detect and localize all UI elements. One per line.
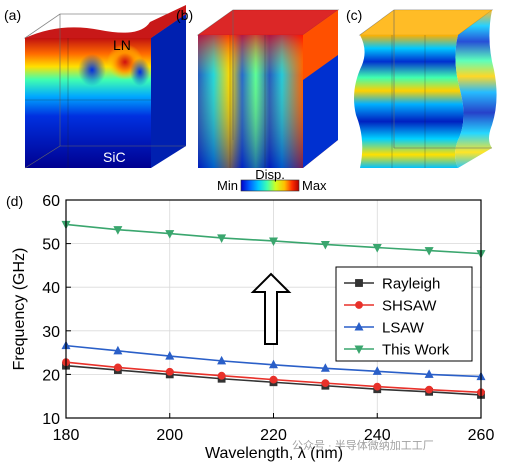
- colorbar: Disp. Min Max: [217, 167, 327, 193]
- panel-c-front-face: [354, 35, 464, 168]
- data-point-lsaw: [424, 369, 434, 378]
- legend-marker-rayleigh: [355, 279, 363, 287]
- watermark-text: 公众号 · 半导体微纳加工工厂: [292, 438, 434, 452]
- data-point-shsaw: [321, 379, 330, 388]
- data-point-shsaw: [269, 375, 278, 384]
- y-tick-label: 60: [42, 193, 60, 210]
- data-point-this-work: [113, 226, 123, 235]
- legend-label-lsaw: LSAW: [382, 320, 425, 337]
- x-tick-label: 220: [260, 427, 287, 444]
- panel-c: (c): [346, 7, 497, 168]
- data-point-lsaw: [269, 359, 278, 369]
- panel-a-ln-label: LN: [113, 37, 131, 53]
- y-tick-label: 30: [42, 324, 60, 341]
- legend-label-this-work: This Work: [382, 342, 450, 359]
- y-axis-title: Frequency (GHz): [11, 248, 28, 371]
- panel-a-label: (a): [4, 7, 21, 23]
- data-point-shsaw: [113, 363, 122, 372]
- y-tick-label: 10: [42, 411, 60, 428]
- axis-ticks: 180 200 220 240 260 10 20 30 40 50 60: [42, 193, 494, 444]
- legend-marker-this-work: [354, 345, 364, 355]
- data-point-this-work: [269, 237, 278, 247]
- y-tick-label: 50: [42, 237, 60, 254]
- line-chart: (d) 180 200 220 240 260 10 20 30 40 50 60 Waveleng…: [6, 193, 494, 462]
- panel-b-label: (b): [176, 7, 193, 23]
- up-arrow-icon: [250, 272, 292, 345]
- data-point-lsaw: [113, 345, 123, 355]
- data-point-lsaw: [217, 355, 227, 365]
- x-axis-title: Wavelength, λ (nm): [205, 445, 343, 462]
- colorbar-title: Disp.: [255, 167, 285, 182]
- x-tick-label: 260: [468, 427, 495, 444]
- data-point-shsaw: [217, 371, 226, 380]
- legend-label-rayleigh: Rayleigh: [382, 276, 440, 293]
- legend: Rayleigh SHSAW LSAW This Work: [335, 266, 473, 362]
- legend-label-shsaw: SHSAW: [382, 298, 437, 315]
- panel-b: (b): [176, 7, 340, 168]
- panel-c-side-face: [455, 10, 497, 168]
- data-point-shsaw: [165, 367, 174, 376]
- colorbar-max-label: Max: [302, 178, 327, 193]
- data-point-this-work: [372, 244, 382, 253]
- panel-a-side-face: [151, 14, 186, 168]
- x-tick-label: 200: [156, 427, 183, 444]
- x-tick-label: 240: [364, 427, 391, 444]
- panel-c-label: (c): [346, 7, 362, 23]
- panel-a-sic-label: SiC: [103, 149, 126, 165]
- legend-marker-shsaw: [355, 301, 363, 309]
- data-point-lsaw: [165, 351, 175, 360]
- panel-a: (a) LN SiC: [4, 5, 188, 169]
- colorbar-gradient: [240, 179, 300, 192]
- colorbar-min-label: Min: [217, 178, 238, 193]
- panel-d-label: (d): [6, 193, 23, 209]
- y-tick-label: 40: [42, 280, 60, 297]
- data-point-shsaw: [425, 385, 434, 394]
- data-point-lsaw: [372, 366, 382, 375]
- data-point-this-work: [424, 247, 434, 256]
- x-tick-label: 180: [53, 427, 80, 444]
- data-point-this-work: [217, 234, 227, 243]
- data-point-this-work: [320, 240, 330, 250]
- data-point-lsaw: [320, 363, 330, 372]
- y-tick-label: 20: [42, 367, 60, 384]
- data-point-shsaw: [373, 382, 382, 391]
- legend-marker-lsaw: [354, 321, 364, 331]
- data-point-this-work: [165, 230, 175, 239]
